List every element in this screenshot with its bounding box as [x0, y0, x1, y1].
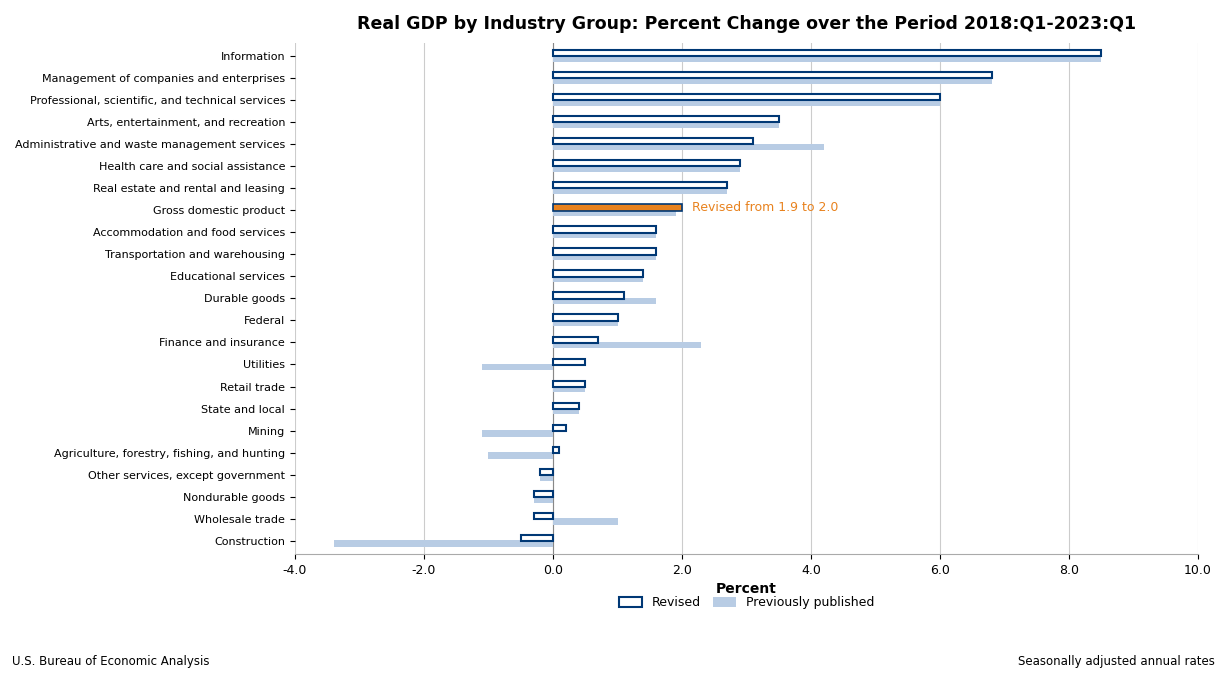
Bar [534, 496, 553, 502]
Bar [553, 248, 656, 254]
Bar [553, 94, 940, 100]
Bar [553, 386, 585, 393]
Bar [553, 359, 585, 365]
Bar [553, 320, 617, 326]
Bar [553, 116, 779, 123]
Legend: Revised, Previously published: Revised, Previously published [614, 591, 879, 614]
Bar [553, 298, 656, 304]
Bar [553, 56, 1102, 62]
Bar [553, 188, 728, 194]
Bar [540, 468, 553, 475]
Bar [534, 491, 553, 497]
Bar [553, 226, 656, 233]
Bar [553, 160, 740, 167]
Bar [482, 431, 553, 437]
Bar [482, 364, 553, 370]
Bar [553, 424, 566, 431]
Bar [553, 315, 617, 321]
Bar [553, 336, 598, 342]
Bar [553, 342, 702, 348]
Bar [553, 276, 643, 282]
Bar [553, 447, 560, 453]
Bar [553, 254, 656, 260]
Bar [553, 292, 625, 298]
Bar [553, 403, 579, 409]
Bar [553, 182, 728, 188]
Bar [553, 210, 676, 216]
Bar [488, 452, 553, 458]
Bar [540, 475, 553, 481]
Bar [553, 100, 940, 106]
Bar [534, 513, 553, 519]
Bar [553, 72, 991, 79]
X-axis label: Percent: Percent [717, 582, 777, 596]
Bar [520, 535, 553, 541]
Bar [553, 122, 779, 128]
Bar [553, 271, 643, 277]
Bar [553, 138, 753, 144]
Text: Seasonally adjusted annual rates: Seasonally adjusted annual rates [1018, 655, 1215, 668]
Bar [334, 540, 553, 546]
Bar [553, 519, 617, 525]
Bar [553, 232, 656, 238]
Bar [553, 166, 740, 172]
Text: Revised from 1.9 to 2.0: Revised from 1.9 to 2.0 [692, 201, 838, 214]
Bar [553, 78, 991, 84]
Bar [553, 408, 579, 414]
Title: Real GDP by Industry Group: Percent Change over the Period 2018:Q1-2023:Q1: Real GDP by Industry Group: Percent Chan… [357, 15, 1136, 33]
Bar [553, 380, 585, 386]
Bar [553, 144, 823, 150]
Text: U.S. Bureau of Economic Analysis: U.S. Bureau of Economic Analysis [12, 655, 210, 668]
Bar [553, 204, 682, 210]
Bar [553, 50, 1102, 56]
